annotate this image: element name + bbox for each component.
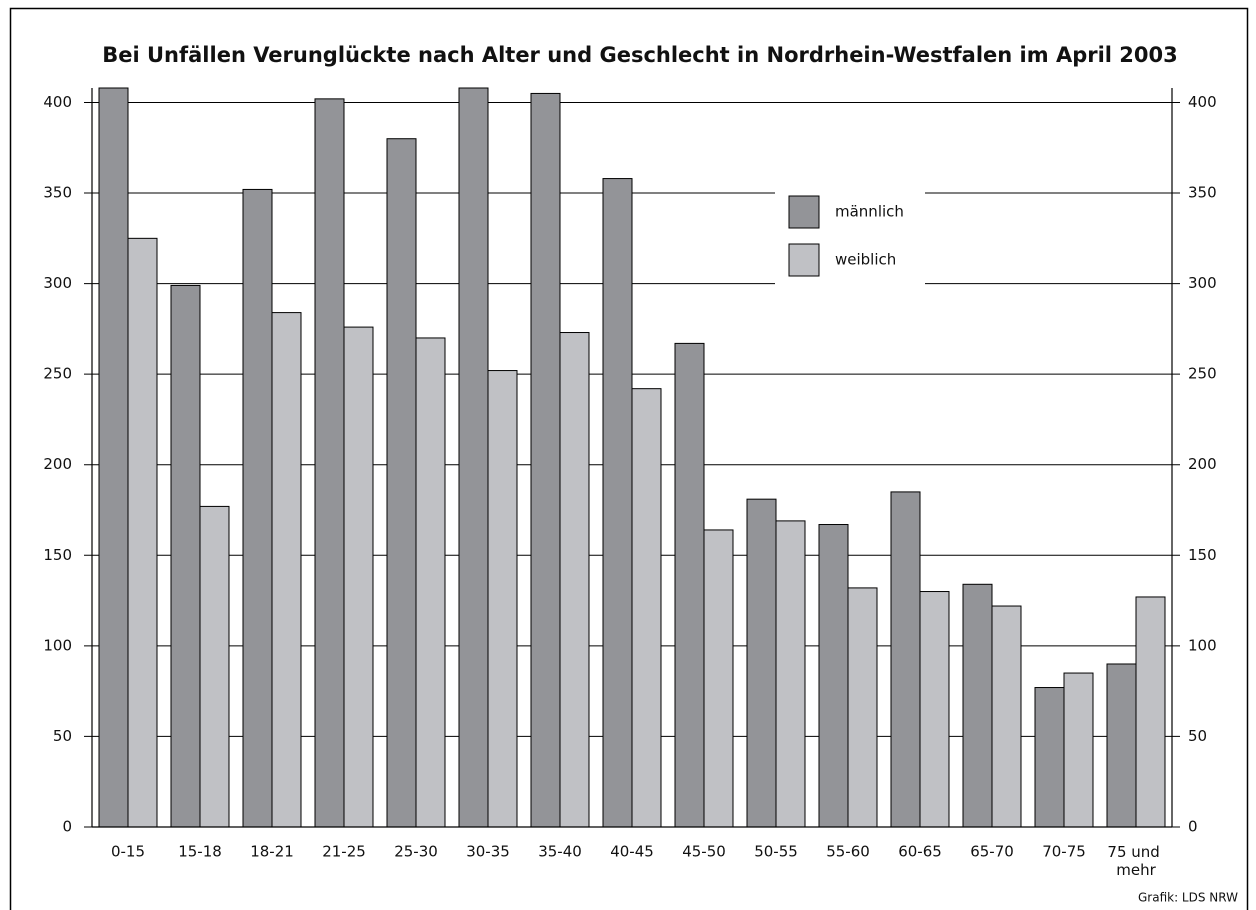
bar bbox=[98, 87, 129, 828]
bar bbox=[314, 98, 345, 828]
bar bbox=[1106, 663, 1137, 828]
bar bbox=[271, 312, 302, 828]
x-tick-label: 75 und mehr bbox=[1107, 843, 1164, 879]
y-tick-label: 250 bbox=[43, 365, 72, 383]
y-tick-label: 0 bbox=[62, 818, 72, 836]
x-tick-label-line: 75 und bbox=[1107, 843, 1164, 861]
bar bbox=[847, 587, 878, 828]
bar bbox=[559, 332, 590, 828]
y2-tick-label: 150 bbox=[1188, 546, 1217, 564]
bar bbox=[631, 388, 662, 828]
y-tick-label: 50 bbox=[53, 727, 72, 745]
y2-tick-label: 100 bbox=[1188, 636, 1217, 654]
y-tick-label: 150 bbox=[43, 546, 72, 564]
bar bbox=[991, 605, 1022, 828]
x-tick-label: 21-25 bbox=[322, 843, 366, 861]
x-tick-label-line: mehr bbox=[1116, 861, 1156, 879]
x-tick-label: 65-70 bbox=[970, 843, 1014, 861]
y2-tick-label: 50 bbox=[1188, 727, 1207, 745]
bar bbox=[386, 138, 417, 828]
y-tick-label: 300 bbox=[43, 274, 72, 292]
frame bbox=[9, 7, 1249, 910]
y2-tick-label: 0 bbox=[1188, 818, 1198, 836]
y-tick-label: 100 bbox=[43, 636, 72, 654]
y-tick-label: 400 bbox=[43, 93, 72, 111]
bar bbox=[343, 326, 374, 828]
bar bbox=[170, 284, 201, 828]
bar bbox=[1063, 672, 1094, 828]
chart-title: Bei Unfällen Verunglückte nach Alter und… bbox=[102, 43, 1178, 67]
x-tick-label: 45-50 bbox=[682, 843, 726, 861]
y-tick-label: 200 bbox=[43, 455, 72, 473]
bar bbox=[818, 524, 849, 828]
bar bbox=[242, 188, 273, 828]
bar bbox=[1034, 687, 1065, 828]
legend-label: weiblich bbox=[835, 251, 896, 269]
bar bbox=[458, 87, 489, 828]
bar bbox=[890, 491, 921, 828]
y2-tick-label: 350 bbox=[1188, 184, 1217, 202]
bar bbox=[919, 591, 950, 828]
bar bbox=[487, 370, 518, 828]
y2-tick-label: 250 bbox=[1188, 365, 1217, 383]
bar bbox=[127, 237, 158, 828]
x-tick-label: 35-40 bbox=[538, 843, 582, 861]
bar bbox=[775, 520, 806, 828]
x-tick-label: 60-65 bbox=[898, 843, 942, 861]
x-tick-label: 40-45 bbox=[610, 843, 654, 861]
x-tick-label: 50-55 bbox=[754, 843, 798, 861]
legend-label: männlich bbox=[835, 203, 904, 221]
y2-tick-label: 200 bbox=[1188, 455, 1217, 473]
x-tick-label: 25-30 bbox=[394, 843, 438, 861]
bar bbox=[703, 529, 734, 828]
bar bbox=[415, 337, 446, 828]
bar bbox=[530, 92, 561, 828]
y2-tick-label: 400 bbox=[1188, 93, 1217, 111]
bar bbox=[962, 583, 993, 828]
bar bbox=[199, 505, 230, 828]
x-tick-label: 55-60 bbox=[826, 843, 870, 861]
legend-swatch bbox=[788, 243, 820, 277]
x-tick-label: 0-15 bbox=[111, 843, 145, 861]
bar bbox=[1135, 596, 1166, 828]
x-tick-label: 70-75 bbox=[1042, 843, 1086, 861]
y-tick-label: 350 bbox=[43, 184, 72, 202]
x-tick-label: 18-21 bbox=[250, 843, 294, 861]
source: Grafik: LDS NRW bbox=[1138, 891, 1238, 905]
bar bbox=[674, 342, 705, 828]
y2-tick-label: 300 bbox=[1188, 274, 1217, 292]
x-tick-label: 15-18 bbox=[178, 843, 222, 861]
bar bbox=[602, 178, 633, 828]
bar bbox=[746, 498, 777, 828]
legend-swatch bbox=[788, 195, 820, 229]
x-tick-label: 30-35 bbox=[466, 843, 510, 861]
